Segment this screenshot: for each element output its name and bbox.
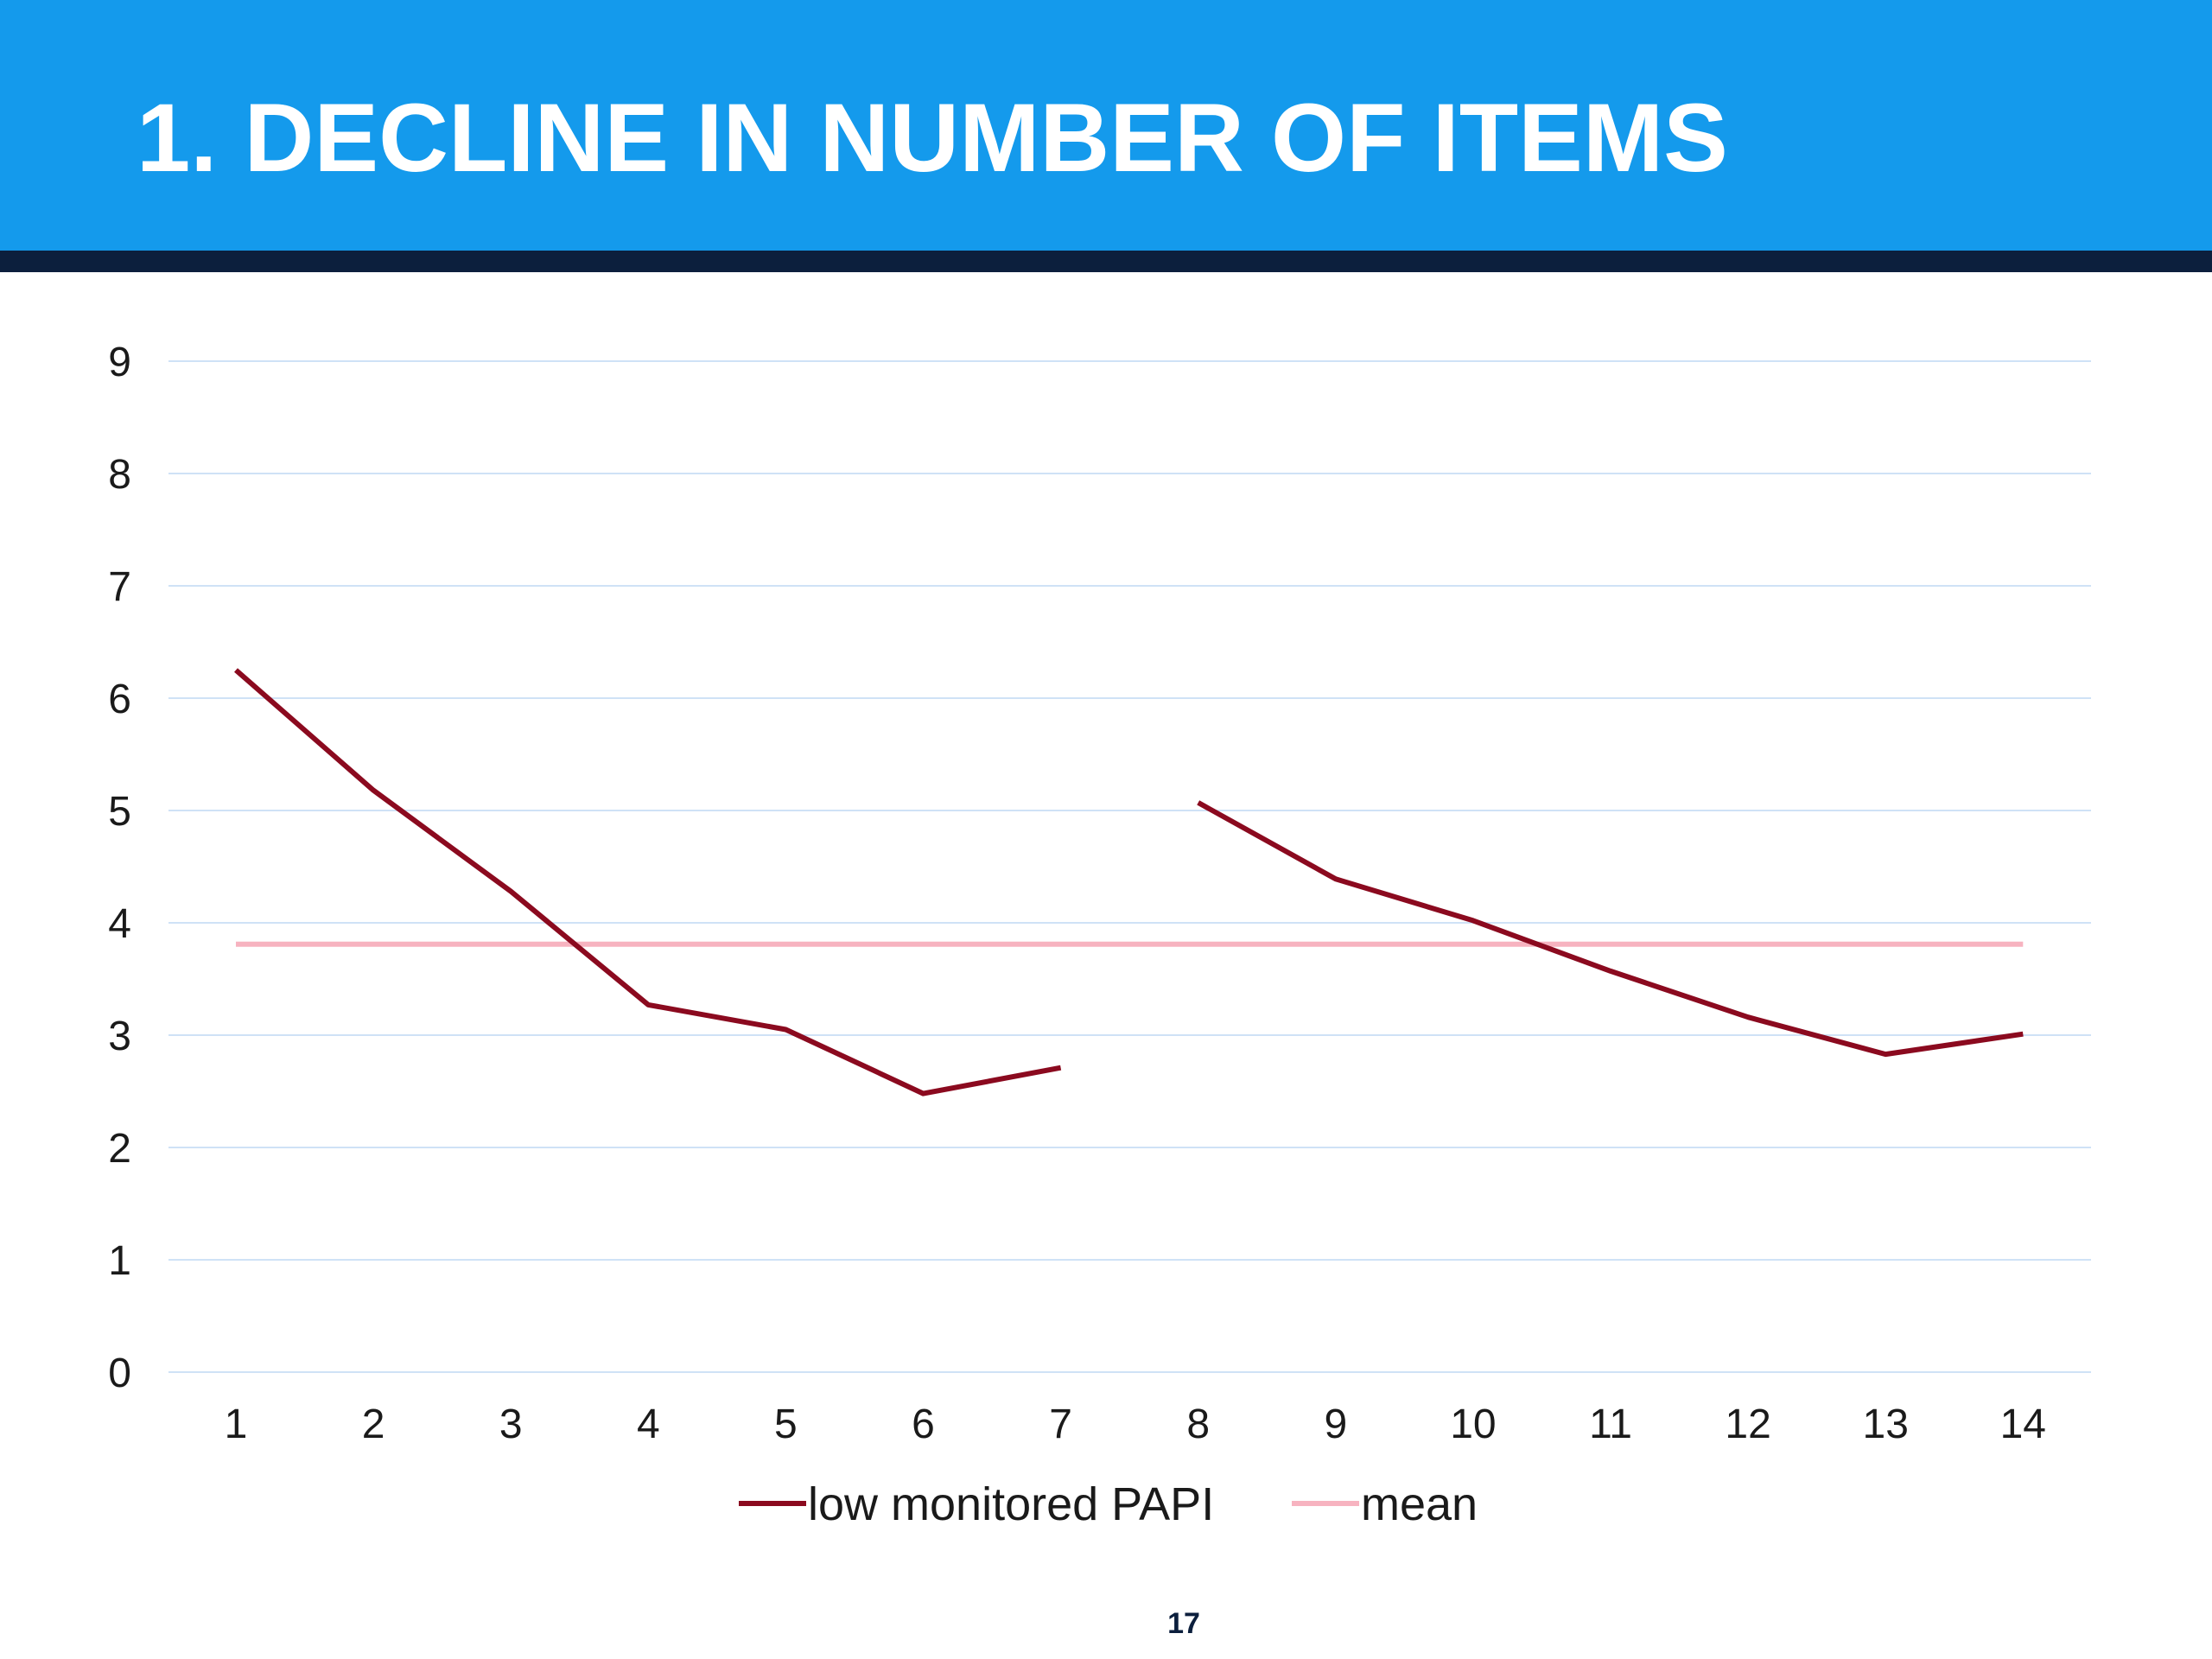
y-tick-label: 6 [108,677,131,722]
x-tick-label: 13 [1863,1402,1909,1447]
y-tick-label: 3 [108,1014,131,1059]
legend-label-low-monitored-papi: low monitored PAPI [808,1478,1214,1530]
x-tick-label: 4 [637,1402,660,1447]
y-tick-label: 8 [108,452,131,498]
y-tick-label: 0 [108,1351,131,1396]
legend: low monitored PAPI mean [739,1478,1478,1530]
x-tick-label: 5 [774,1402,798,1447]
legend-label-mean: mean [1361,1478,1478,1530]
series-line-low-monitored-papi-segment-1 [234,668,1062,1096]
y-tick-label: 7 [108,564,131,610]
x-tick-label: 3 [499,1402,523,1447]
y-tick-label: 4 [108,901,131,947]
title-bar: 1. DECLINE IN NUMBER OF ITEMS [0,0,2212,251]
y-tick-label: 9 [108,340,131,385]
x-axis-tick-labels: 1 2 3 4 5 6 7 8 9 10 11 12 13 14 [225,1402,2046,1447]
slide-title: 1. DECLINE IN NUMBER OF ITEMS [137,84,1728,192]
x-tick-label: 12 [1725,1402,1770,1447]
series-line-low-monitored-papi-segment-2 [1197,800,2024,1058]
y-axis-tick-labels: 0 1 2 3 4 5 6 7 8 9 [108,340,131,1396]
x-tick-label: 9 [1324,1402,1347,1447]
page-number: 17 [1167,1607,1200,1640]
y-tick-label: 2 [108,1126,131,1172]
x-tick-label: 2 [362,1402,385,1447]
x-tick-label: 6 [912,1402,935,1447]
series-lines [234,668,2024,1096]
y-tick-label: 5 [108,789,131,835]
x-tick-label: 7 [1049,1402,1072,1447]
x-tick-label: 10 [1450,1402,1496,1447]
gridlines [168,360,2091,1373]
x-tick-label: 8 [1186,1402,1210,1447]
x-tick-label: 1 [225,1402,248,1447]
x-tick-label: 11 [1589,1402,1632,1447]
x-tick-label: 14 [2000,1402,2046,1447]
y-tick-label: 1 [108,1238,131,1284]
title-bar-rule [0,251,2212,272]
